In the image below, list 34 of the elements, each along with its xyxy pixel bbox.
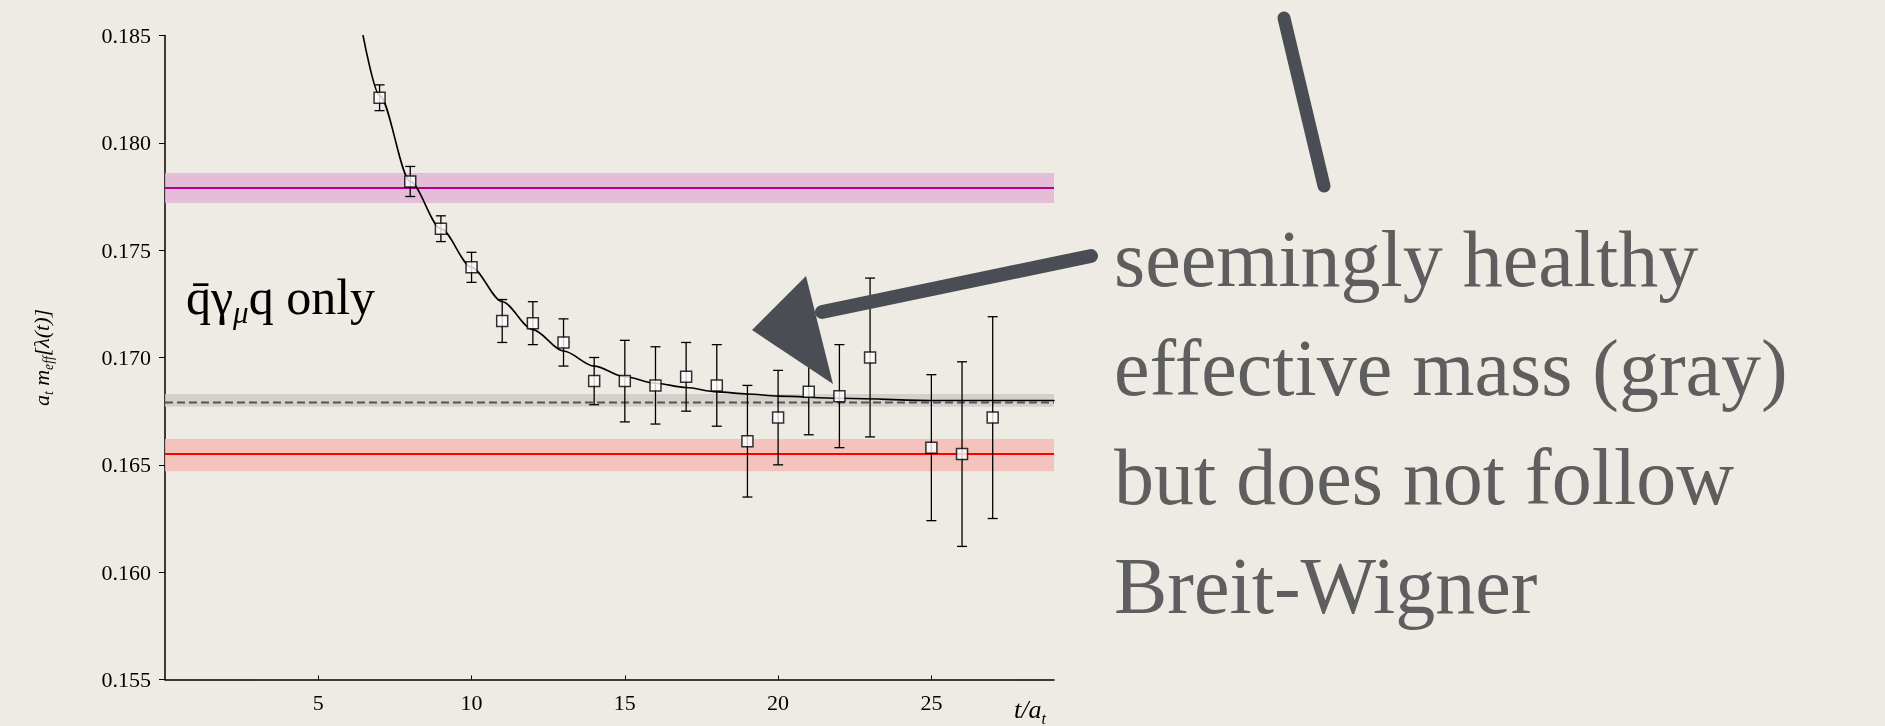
point bbox=[587, 374, 601, 388]
point bbox=[925, 441, 938, 454]
x-tick-label: 15 bbox=[613, 690, 636, 715]
point bbox=[403, 175, 417, 188]
point bbox=[741, 434, 754, 448]
y-tick-label: 0.185 bbox=[101, 23, 151, 48]
point bbox=[373, 91, 386, 104]
point bbox=[495, 314, 509, 328]
y-tick-label: 0.165 bbox=[101, 452, 151, 478]
x-tick-label: 25 bbox=[920, 690, 943, 715]
y-tick-label: 0.155 bbox=[101, 667, 151, 692]
point bbox=[710, 379, 724, 392]
y-tick-label: 0.170 bbox=[101, 345, 151, 370]
point bbox=[557, 336, 570, 349]
x-tick-label: 10 bbox=[460, 690, 483, 715]
point bbox=[649, 379, 662, 392]
x-tick-label: 5 bbox=[312, 690, 324, 715]
point bbox=[618, 374, 632, 388]
point bbox=[679, 370, 693, 384]
point bbox=[434, 222, 448, 235]
point bbox=[802, 385, 816, 399]
text: seemingly healthy effective mass (gray) but does not follow Breit-Wigner bbox=[1114, 215, 1808, 630]
point bbox=[863, 351, 877, 364]
y-axis-title: at meff[λ(t)] bbox=[28, 308, 56, 407]
point bbox=[526, 316, 540, 330]
point bbox=[771, 411, 785, 424]
point bbox=[986, 411, 999, 424]
point bbox=[465, 261, 478, 274]
point bbox=[833, 389, 846, 403]
y-tick-label: 0.160 bbox=[101, 559, 151, 585]
y-tick-label: 0.180 bbox=[101, 130, 151, 156]
x-tick-label: 20 bbox=[767, 690, 790, 715]
y-tick-label: 0.175 bbox=[101, 237, 151, 263]
point bbox=[955, 447, 969, 461]
